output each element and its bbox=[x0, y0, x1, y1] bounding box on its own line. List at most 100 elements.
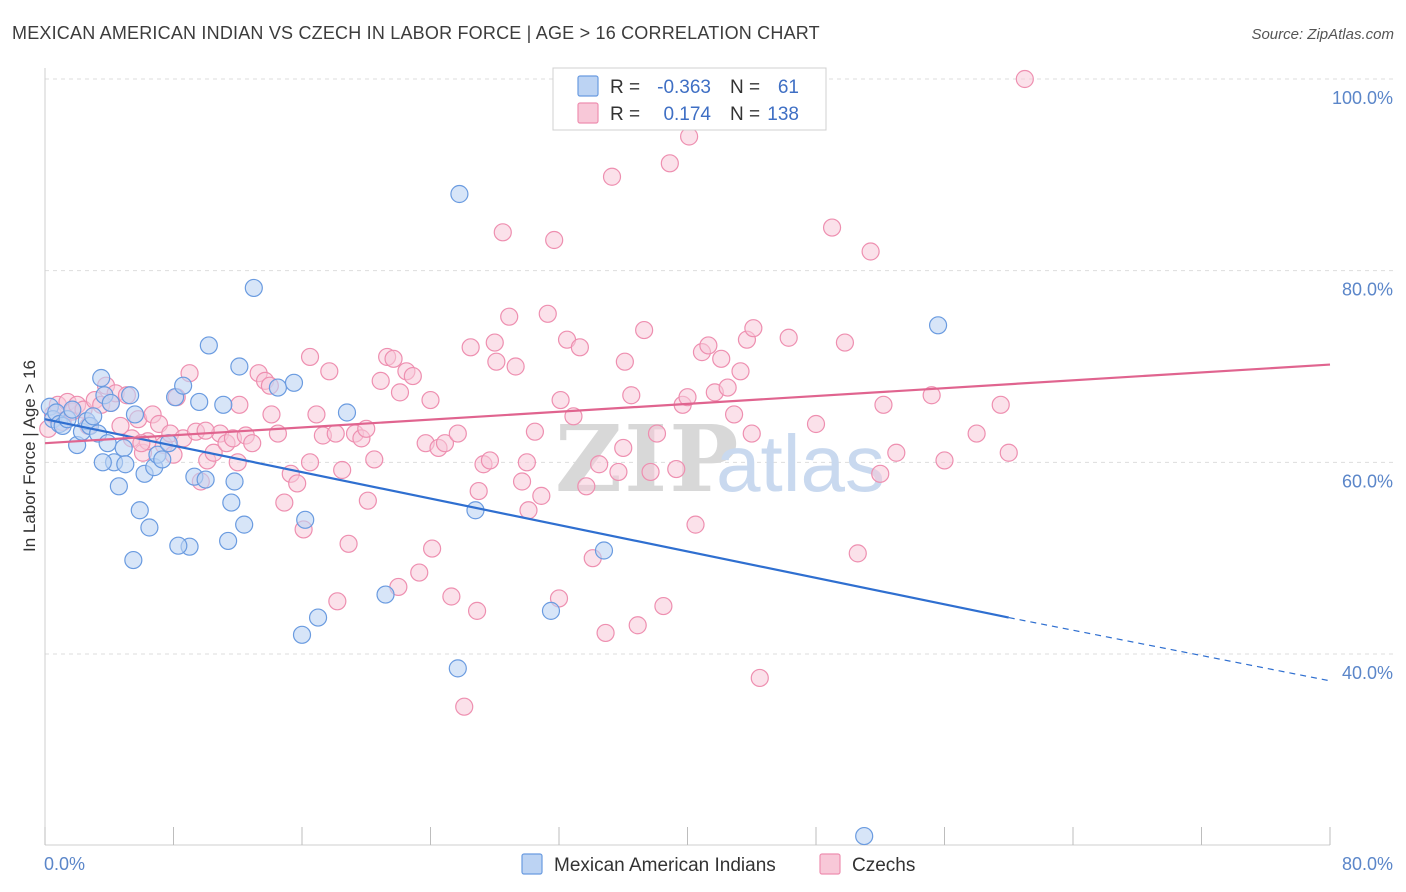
czech-point bbox=[339, 534, 358, 553]
czech-point bbox=[680, 127, 699, 146]
czech-point bbox=[628, 616, 647, 635]
mexican-american-indian-point bbox=[116, 455, 135, 474]
chart-source: Source: ZipAtlas.com bbox=[1251, 26, 1394, 43]
czech-point bbox=[999, 443, 1018, 462]
bottom-legend: Mexican American Indians Czechs bbox=[521, 853, 915, 876]
mexican-american-indian-point bbox=[225, 472, 244, 491]
czech-point bbox=[455, 697, 474, 716]
y-tick-labels: 40.0% 60.0% 80.0% 100.0% bbox=[1332, 88, 1393, 683]
legend-swatch-pink bbox=[577, 102, 599, 124]
czech-point bbox=[647, 424, 667, 443]
czech-point bbox=[469, 481, 488, 501]
czech-point bbox=[718, 378, 737, 397]
czech-point bbox=[517, 453, 536, 472]
legend-n-value-blue: 61 bbox=[778, 77, 799, 98]
bottom-legend-swatch-pink bbox=[819, 853, 841, 875]
czech-point bbox=[288, 474, 307, 493]
czech-point bbox=[487, 352, 506, 371]
x-tick-label: 0.0% bbox=[44, 854, 85, 874]
mexican-american-indian-point bbox=[541, 601, 561, 620]
czech-point bbox=[461, 338, 480, 357]
czech-point bbox=[243, 434, 262, 453]
czech-point bbox=[326, 424, 345, 443]
czech-point bbox=[660, 154, 679, 173]
czech-point bbox=[320, 362, 339, 381]
czech-point bbox=[196, 421, 215, 440]
czech-point bbox=[300, 347, 320, 367]
czech-point bbox=[230, 395, 249, 414]
czech-point bbox=[410, 563, 429, 582]
trendlines bbox=[44, 363, 1331, 682]
top-legend: R = -0.363 N = 61 R = 0.174 N = 138 bbox=[552, 67, 827, 131]
mexican-american-indian-point bbox=[174, 376, 193, 395]
x-tick-label: 80.0% bbox=[1342, 854, 1393, 874]
czech-point bbox=[551, 390, 570, 410]
mexican-american-indian-point bbox=[928, 316, 948, 335]
czech-point bbox=[724, 405, 744, 424]
mexican-american-indian-point bbox=[594, 541, 614, 560]
legend-r-label-blue: R = bbox=[610, 77, 640, 98]
czech-point bbox=[596, 623, 615, 643]
mexican-american-indian-point bbox=[125, 405, 145, 424]
czech-point bbox=[262, 405, 281, 424]
bottom-legend-swatch-blue bbox=[521, 853, 543, 875]
czech-point bbox=[731, 362, 750, 381]
czech-point bbox=[403, 366, 422, 386]
mexican-american-indian-point bbox=[121, 386, 140, 405]
czech-point bbox=[485, 333, 504, 352]
czech-point bbox=[570, 338, 589, 357]
czech-point bbox=[641, 462, 660, 482]
mexican-american-indian-point bbox=[284, 373, 304, 392]
mexican-american-indian-point bbox=[337, 403, 357, 422]
watermark-zip: ZIP bbox=[555, 405, 740, 513]
czech-point bbox=[806, 414, 826, 434]
y-tick-label: 80.0% bbox=[1342, 280, 1393, 300]
legend-r-value-pink: 0.174 bbox=[663, 104, 711, 125]
czech-point bbox=[228, 453, 247, 472]
czech-point bbox=[423, 539, 442, 558]
mexican-american-indian-point bbox=[448, 659, 467, 678]
mexican-american-indian-point bbox=[153, 450, 172, 469]
mexican-american-indian-point bbox=[140, 518, 159, 537]
czech-point bbox=[500, 307, 519, 326]
czech-point bbox=[835, 333, 855, 352]
czech-point bbox=[874, 395, 893, 414]
czech-point bbox=[512, 472, 532, 491]
czech-point bbox=[333, 460, 352, 480]
mexican-american-indian-point bbox=[219, 531, 238, 551]
x-tick-labels: 0.0% 80.0% bbox=[44, 854, 1393, 874]
legend-n-label-blue: N = bbox=[730, 77, 760, 98]
mexican-american-indian-point bbox=[169, 536, 188, 555]
mexican-american-indian-point bbox=[101, 393, 120, 413]
czech-point bbox=[635, 320, 654, 340]
watermark-atlas: atlas bbox=[716, 419, 885, 508]
mexican-american-indian-point bbox=[199, 336, 218, 355]
czech-point bbox=[519, 501, 538, 520]
czech-point bbox=[614, 438, 633, 458]
czech-point bbox=[609, 462, 628, 482]
legend-swatch-blue bbox=[577, 75, 599, 97]
czech-point bbox=[861, 242, 880, 261]
y-tick-label: 60.0% bbox=[1342, 471, 1393, 491]
mexican-american-indian-point bbox=[296, 510, 315, 529]
czech-point bbox=[577, 477, 596, 496]
legend-r-value-blue: -0.363 bbox=[657, 77, 711, 98]
czech-point bbox=[442, 587, 461, 606]
czech-point bbox=[358, 491, 377, 510]
mexican-american-indian-point bbox=[230, 357, 249, 376]
mexican-american-indian-point bbox=[92, 368, 111, 388]
mexican-american-indians-points bbox=[40, 184, 948, 846]
czech-point bbox=[421, 390, 440, 410]
czech-point bbox=[467, 601, 487, 620]
mexican-american-indian-point bbox=[130, 501, 149, 520]
bottom-legend-label-blue: Mexican American Indians bbox=[554, 855, 776, 876]
czech-point bbox=[712, 349, 731, 368]
mexican-american-indian-point bbox=[190, 392, 209, 412]
czech-point bbox=[590, 455, 609, 474]
mexican-american-indian-point bbox=[308, 608, 328, 627]
y-tick-label: 40.0% bbox=[1342, 663, 1393, 683]
czech-point bbox=[371, 371, 390, 390]
czech-point bbox=[848, 544, 867, 563]
czech-point bbox=[1015, 69, 1034, 89]
czech-point bbox=[493, 223, 512, 242]
